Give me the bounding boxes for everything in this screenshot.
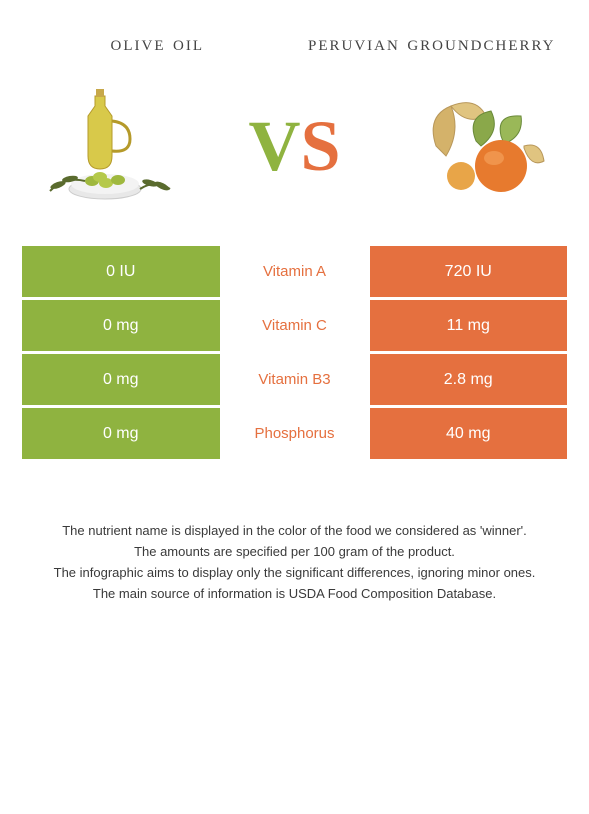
right-value: 40 mg — [370, 408, 568, 459]
nutrient-label: Vitamin C — [220, 317, 370, 334]
table-row: 0 mg Vitamin B3 2.8 mg — [22, 354, 567, 405]
footnote-line: The infographic aims to display only the… — [20, 564, 569, 583]
table-row: 0 mg Phosphorus 40 mg — [22, 408, 567, 459]
footnote-line: The main source of information is USDA F… — [20, 585, 569, 604]
nutrient-label: Vitamin A — [220, 263, 370, 280]
left-value: 0 mg — [22, 300, 220, 351]
table-row: 0 mg Vitamin C 11 mg — [22, 300, 567, 351]
left-value: 0 mg — [22, 354, 220, 405]
nutrient-label: Vitamin B3 — [220, 371, 370, 388]
images-row: VS — [0, 66, 589, 246]
footnote-line: The amounts are specified per 100 gram o… — [20, 543, 569, 562]
footnote-line: The nutrient name is displayed in the co… — [20, 522, 569, 541]
left-value: 0 IU — [22, 246, 220, 297]
right-value: 11 mg — [370, 300, 568, 351]
header: olive oil peruvian groundcherry — [0, 0, 589, 66]
left-value: 0 mg — [22, 408, 220, 459]
comparison-table: 0 IU Vitamin A 720 IU 0 mg Vitamin C 11 … — [0, 246, 589, 459]
olive-oil-icon — [30, 81, 185, 211]
footnote: The nutrient name is displayed in the co… — [0, 462, 589, 603]
vs-s: S — [300, 105, 340, 188]
groundcherry-icon — [404, 81, 559, 211]
vs-v: V — [248, 105, 300, 188]
nutrient-label: Phosphorus — [220, 425, 370, 442]
title-left: olive oil — [20, 30, 295, 56]
right-value: 2.8 mg — [370, 354, 568, 405]
vs-label: VS — [248, 105, 340, 188]
right-value: 720 IU — [370, 246, 568, 297]
table-row: 0 IU Vitamin A 720 IU — [22, 246, 567, 297]
title-right: peruvian groundcherry — [295, 30, 570, 56]
